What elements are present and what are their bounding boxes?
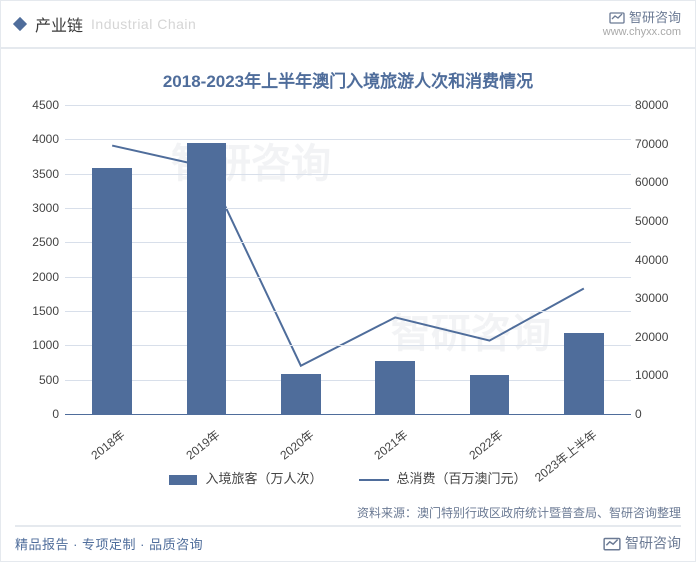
header-logo: 智研咨询 www.chyxx.com: [603, 7, 681, 38]
gridline: [65, 174, 631, 175]
legend: 入境旅客（万人次） 总消费（百万澳门元）: [15, 468, 681, 487]
footer-tagline: 精品报告 · 专项定制 · 品质咨询: [15, 534, 203, 553]
y-left-tick: 500: [17, 373, 59, 387]
y-left-tick: 3000: [17, 201, 59, 215]
y-left-tick: 3500: [17, 167, 59, 181]
gridline: [65, 311, 631, 312]
bar: [187, 143, 227, 414]
gridline: [65, 380, 631, 381]
x-label: 2020年: [276, 426, 317, 463]
footer-logo: 智研咨询: [603, 533, 681, 553]
container: 智研咨询 智研咨询 产业链 Industrial Chain 智研咨询 www.…: [0, 0, 696, 562]
x-label: 2022年: [465, 426, 506, 463]
y-right-tick: 70000: [635, 137, 681, 151]
x-label: 2021年: [371, 426, 412, 463]
chart-area: 0 500 1000 1500 2000 2500 3000 3500 4000 4500 0 100…: [15, 95, 681, 495]
gridline: [65, 345, 631, 346]
legend-bar-label: 入境旅客（万人次）: [205, 471, 322, 486]
y-left-tick: 4000: [17, 132, 59, 146]
line-series: [112, 146, 584, 366]
logo-name: 智研咨询: [629, 7, 681, 26]
legend-bar: 入境旅客（万人次）: [169, 468, 322, 487]
header-subtitle: Industrial Chain: [91, 16, 196, 32]
diamond-icon: [13, 17, 27, 31]
x-label: 2019年: [182, 426, 223, 463]
footer: 精品报告 · 专项定制 · 品质咨询 智研咨询: [15, 525, 681, 553]
bar: [92, 168, 132, 414]
logo-icon: [603, 534, 621, 552]
legend-line-label: 总消费（百万澳门元）: [397, 471, 527, 486]
y-right-tick: 20000: [635, 330, 681, 344]
gridline: [65, 208, 631, 209]
chart-title: 2018-2023年上半年澳门入境旅游人次和消费情况: [1, 67, 695, 92]
bar: [375, 361, 415, 414]
gridline: [65, 139, 631, 140]
bar: [281, 374, 321, 415]
bar: [564, 333, 604, 414]
y-right-tick: 60000: [635, 175, 681, 189]
footer-logo-name: 智研咨询: [625, 533, 681, 553]
y-right-tick: 0: [635, 407, 681, 421]
gridline: [65, 105, 631, 106]
legend-line: 总消费（百万澳门元）: [359, 468, 527, 487]
header-title: 产业链: [35, 12, 83, 36]
y-right-tick: 10000: [635, 368, 681, 382]
legend-bar-swatch: [169, 475, 197, 485]
y-left-tick: 2000: [17, 270, 59, 284]
y-right-tick: 40000: [635, 253, 681, 267]
y-left-tick: 2500: [17, 235, 59, 249]
y-left-tick: 1500: [17, 304, 59, 318]
gridline: [65, 277, 631, 278]
y-right-tick: 80000: [635, 98, 681, 112]
y-right-tick: 50000: [635, 214, 681, 228]
bar: [470, 375, 510, 414]
legend-line-swatch: [359, 479, 389, 481]
y-right-tick: 30000: [635, 291, 681, 305]
logo-url: www.chyxx.com: [603, 26, 681, 38]
header: 产业链 Industrial Chain 智研咨询 www.chyxx.com: [1, 1, 695, 49]
gridline: [65, 242, 631, 243]
line-series-svg: [65, 105, 631, 414]
source-text: 资料来源：澳门特别行政区政府统计暨普查局、智研咨询整理: [357, 504, 681, 521]
x-label: 2018年: [88, 426, 129, 463]
logo-icon: [609, 9, 625, 25]
plot: 0500100015002000250030003500400045000100…: [65, 105, 631, 415]
y-left-tick: 1000: [17, 338, 59, 352]
y-left-tick: 4500: [17, 98, 59, 112]
y-left-tick: 0: [17, 407, 59, 421]
